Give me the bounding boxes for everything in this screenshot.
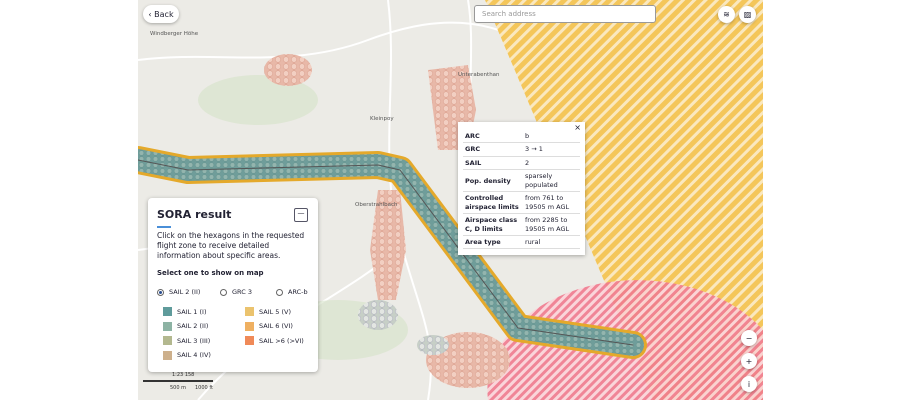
legend-swatch [245,321,254,331]
legend-item: SAIL >6 (>VI) [245,336,304,345]
legend-label: SAIL 6 (VI) [259,322,293,330]
scale-bar [143,380,213,382]
info-button[interactable]: i [741,376,757,392]
info-row: GRC 3 → 1 [463,142,580,157]
scale-imperial: 1000 ft [195,385,213,391]
info-key: SAIL [463,156,523,171]
zoom-in-button[interactable]: + [741,353,757,369]
map[interactable]: Windberger Höhe Oberstrahlbach Unterabenth… [138,0,763,400]
info-value: 2 [523,156,580,171]
info-row: Airspace class C, D limits from 2285 to 1… [463,213,580,236]
option[interactable]: SAIL 2 (II) [157,288,200,296]
info-value: from 761 to 19505 m AGL [523,191,580,215]
layers-button[interactable]: ≋ [718,6,735,23]
scale-metric: 500 m [170,385,187,391]
radio [220,288,227,296]
flight-corridor[interactable] [138,146,647,359]
info-key: GRC [463,142,523,157]
legend-label: SAIL 3 (III) [177,336,211,345]
info-value: 3 → 1 [523,142,580,157]
legend-item: SAIL 6 (VI) [245,321,293,331]
legend-label: SAIL 4 (IV) [177,351,211,359]
info-key: Pop. density [463,169,523,193]
info-row: Area type rural [463,235,580,250]
info-key: Controlled airspace limits [463,191,523,215]
legend-swatch [163,350,172,360]
info-table: ARC b GRC 3 → 1 SAIL 2 Pop. density sparsely po… [463,130,580,250]
legend-label: SAIL 5 (V) [259,307,292,316]
option[interactable]: ARC-b [276,288,308,296]
info-key: Area type [463,235,523,250]
scale-ratio: 1:23 158 [172,372,195,378]
info-value: rural [523,235,580,250]
title-rule [157,226,171,228]
legend-swatch [245,336,254,345]
legend-label: SAIL 2 (II) [177,322,209,330]
legend-swatch [163,307,172,316]
legend-label: SAIL 1 (I) [177,307,207,316]
legend-swatch [163,336,172,345]
panel-title: SORA result [157,208,232,221]
option-label: ARC-b [288,288,308,296]
select-prompt: Select one to show on map [157,269,264,277]
legend-item: SAIL 2 (II) [163,321,209,331]
map-labels: Windberger Höhe Oberstrahlbach Unterabenth… [150,31,500,208]
radio [276,288,283,296]
info-value: b [523,130,580,144]
legend-swatch [245,307,254,316]
close-button[interactable]: × [574,123,581,132]
option-label: GRC 3 [232,288,252,296]
search-input[interactable]: Search address [474,5,656,23]
info-row: Controlled airspace limits from 761 to 19… [463,191,580,215]
info-value: from 2285 to 19505 m AGL [523,213,580,236]
info-row: ARC b [463,130,580,144]
back-label: Back [154,9,174,19]
map-label: Kleinpoy [370,116,394,122]
radio [157,288,164,296]
info-value: sparsely populated [523,169,580,193]
option[interactable]: GRC 3 [220,288,252,296]
info-row: SAIL 2 [463,156,580,171]
legend-label: SAIL >6 (>VI) [259,336,304,345]
legend-item: SAIL 4 (IV) [163,350,211,360]
map-label: Oberstrahlbach [355,202,398,208]
legend-item: SAIL 5 (V) [245,307,291,316]
map-label: Unterabenthan [458,72,500,78]
info-row: Pop. density sparsely populated [463,169,580,193]
collapse-button[interactable]: — [294,208,308,222]
back-button[interactable]: ‹ Back [143,5,179,23]
pattern-button[interactable]: ▨ [739,6,756,23]
map-label: Windberger Höhe [150,31,199,37]
search-placeholder: Search address [482,10,536,18]
info-key: ARC [463,130,523,144]
sora-panel: SORA result — Click on the hexagons in t… [148,198,318,372]
legend-swatch [163,321,172,331]
info-key: Airspace class C, D limits [463,213,523,236]
option-label: SAIL 2 (II) [169,288,201,296]
panel-description: Click on the hexagons in the requested f… [157,231,305,261]
legend-item: SAIL 1 (I) [163,307,207,316]
legend-item: SAIL 3 (III) [163,336,210,345]
zoom-out-button[interactable]: − [741,330,757,346]
info-popup: × ARC b GRC 3 → 1 SAIL 2 Pop. density sparsely … [458,122,585,256]
